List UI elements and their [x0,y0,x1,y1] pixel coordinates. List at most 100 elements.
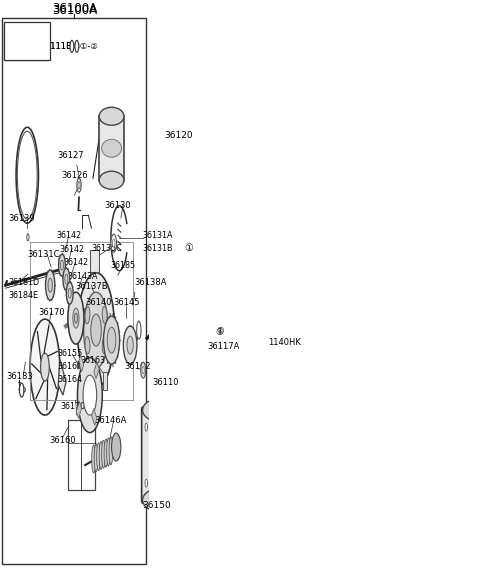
Bar [90,250,99,272]
Ellipse shape [99,441,103,470]
Circle shape [41,353,49,381]
Ellipse shape [137,321,141,339]
Ellipse shape [85,306,90,324]
Text: THE NO.36111B :: THE NO.36111B : [5,42,80,51]
Circle shape [145,423,147,431]
Ellipse shape [46,270,55,300]
Circle shape [77,361,80,369]
Text: 36142: 36142 [56,230,81,240]
Ellipse shape [164,270,186,365]
Ellipse shape [60,260,63,270]
Ellipse shape [94,444,98,472]
Ellipse shape [84,292,108,368]
Circle shape [186,238,192,258]
Text: ②: ② [18,386,26,395]
Circle shape [217,326,221,338]
Text: 36160: 36160 [49,435,76,445]
Bar [188,368,194,388]
Text: 36181D: 36181D [9,278,40,287]
Bar [79,355,84,372]
Text: 36142: 36142 [60,245,85,254]
Ellipse shape [169,292,181,344]
Ellipse shape [63,268,70,290]
Bar [103,372,107,390]
Ellipse shape [99,107,124,125]
Ellipse shape [92,445,96,473]
Bar [188,248,194,268]
Ellipse shape [48,278,52,292]
Text: 36131C: 36131C [27,250,60,259]
Ellipse shape [96,443,100,471]
Ellipse shape [142,367,144,373]
Text: 36170A: 36170A [60,402,91,411]
Text: ②: ② [18,386,25,395]
Ellipse shape [77,178,81,192]
Text: ①: ① [216,325,224,335]
Ellipse shape [65,274,68,284]
Text: 36138A: 36138A [134,278,167,287]
Text: 36155: 36155 [57,349,83,358]
Ellipse shape [273,352,276,360]
Text: 36131A: 36131A [143,230,173,240]
Bar [92,409,97,426]
Ellipse shape [107,438,110,466]
Ellipse shape [85,336,90,354]
Text: 36185: 36185 [110,261,135,270]
Ellipse shape [68,292,84,344]
Text: 36163: 36163 [81,356,106,365]
Bar [99,116,124,181]
Text: ①: ① [216,328,224,336]
Text: ②: ② [73,42,80,51]
Bar [4,24,48,60]
Text: 36137B: 36137B [75,281,108,291]
Text: 36183: 36183 [6,372,33,380]
Ellipse shape [16,127,38,223]
Circle shape [75,41,79,52]
Ellipse shape [150,430,166,480]
Bar [94,362,99,379]
Circle shape [20,384,24,396]
Ellipse shape [74,313,77,323]
Text: 36139: 36139 [8,214,35,223]
Ellipse shape [102,336,107,354]
Text: 1140HK: 1140HK [268,338,301,347]
Text: 36126: 36126 [62,171,88,179]
Text: 36100A: 36100A [52,2,97,15]
Ellipse shape [78,182,80,189]
Circle shape [145,479,147,487]
Ellipse shape [127,336,133,354]
Ellipse shape [112,239,115,247]
Ellipse shape [154,442,162,468]
Text: THE NO.36111B : ①-②: THE NO.36111B : ①-② [5,42,98,51]
Text: 36131B: 36131B [143,244,173,252]
Text: 36146A: 36146A [95,416,127,424]
Text: 36135C: 36135C [92,244,122,252]
Ellipse shape [77,358,102,433]
Ellipse shape [102,140,121,157]
Text: 36100A: 36100A [52,4,97,17]
Text: 36143A: 36143A [68,272,98,281]
Bar [68,420,95,490]
Ellipse shape [66,282,73,304]
Text: 36127: 36127 [57,151,84,160]
Text: 36164: 36164 [57,375,82,384]
FancyBboxPatch shape [142,407,174,503]
Text: 36120: 36120 [164,131,192,140]
Ellipse shape [59,254,65,276]
Ellipse shape [109,437,113,465]
Circle shape [168,479,171,487]
Ellipse shape [107,327,116,353]
Text: 36142: 36142 [63,258,88,267]
Ellipse shape [102,306,107,324]
Ellipse shape [17,131,37,219]
Ellipse shape [77,273,115,387]
Ellipse shape [141,362,145,378]
Text: 36102: 36102 [125,362,151,371]
Text: ①: ① [185,243,193,253]
Circle shape [168,423,171,431]
Circle shape [30,319,60,415]
Ellipse shape [91,314,101,346]
Ellipse shape [104,439,108,467]
Text: 36150: 36150 [142,500,171,510]
Text: NOTE: NOTE [6,27,30,36]
